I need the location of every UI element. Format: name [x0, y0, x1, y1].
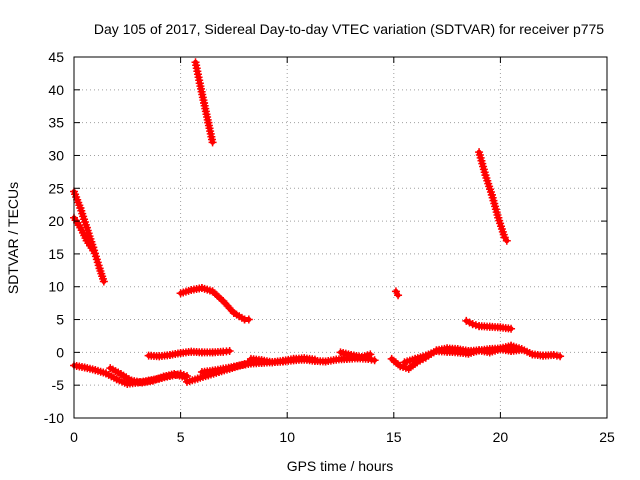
data-point-marker: [225, 347, 234, 356]
x-tick-label: 20: [493, 429, 509, 445]
axis-ticks: [73, 56, 608, 419]
y-tick-label: 5: [56, 312, 64, 328]
y-tick-label: -5: [52, 377, 65, 393]
y-tick-labels: -10 -5 0 5 10 15 20 25 30 35 40 45: [44, 49, 64, 426]
x-tick-labels: 0 5 10 15 20 25: [70, 429, 615, 445]
data-series-arc-5: [391, 287, 403, 300]
data-series-arc-13: [336, 348, 375, 361]
y-tick-label: 35: [48, 115, 64, 131]
data-series-arc-7: [144, 347, 234, 361]
data-series-arc-1b: [70, 213, 98, 255]
data-series-arc-4: [475, 148, 511, 245]
data-series-arc-2: [191, 58, 217, 147]
x-tick-label: 15: [386, 429, 402, 445]
x-tick-label: 0: [70, 429, 78, 445]
data-series-arc-6: [462, 316, 516, 333]
y-tick-label: -10: [44, 410, 64, 426]
data-point-marker: [556, 352, 565, 361]
y-tick-label: 30: [48, 147, 64, 163]
data-point-marker: [99, 277, 108, 286]
data-point-marker: [180, 373, 189, 382]
plot-frame: [73, 56, 608, 419]
x-tick-label: 25: [599, 429, 615, 445]
data-series-arc-3: [176, 284, 253, 324]
y-tick-label: 40: [48, 82, 64, 98]
grid-lines: [74, 57, 607, 418]
data-point-marker: [517, 345, 526, 354]
x-axis-label: GPS time / hours: [287, 458, 394, 474]
data-point-marker: [89, 246, 98, 255]
data-point-marker: [507, 324, 516, 333]
data-series: [70, 58, 565, 388]
data-series-arc-12: [246, 354, 319, 367]
data-point-marker: [208, 138, 217, 147]
y-axis-label: SDTVAR / TECUs: [5, 182, 21, 294]
data-series-arc-15: [400, 345, 526, 367]
x-tick-label: 10: [279, 429, 295, 445]
y-tick-label: 20: [48, 213, 64, 229]
data-point-marker: [370, 356, 379, 365]
data-series-arc-9: [106, 364, 189, 387]
data-point-marker: [502, 236, 511, 245]
y-tick-label: 10: [48, 279, 64, 295]
data-point-marker: [394, 291, 403, 300]
data-point-marker: [366, 350, 375, 359]
y-tick-label: 25: [48, 180, 64, 196]
y-tick-label: 15: [48, 246, 64, 262]
y-tick-label: 45: [48, 49, 64, 65]
y-tick-label: 0: [56, 344, 64, 360]
data-point-marker: [310, 355, 319, 364]
chart-title: Day 105 of 2017, Sidereal Day-to-day VTE…: [94, 21, 604, 37]
data-point-marker: [244, 315, 253, 324]
x-tick-label: 5: [177, 429, 185, 445]
data-series-arc-1a: [70, 187, 108, 286]
